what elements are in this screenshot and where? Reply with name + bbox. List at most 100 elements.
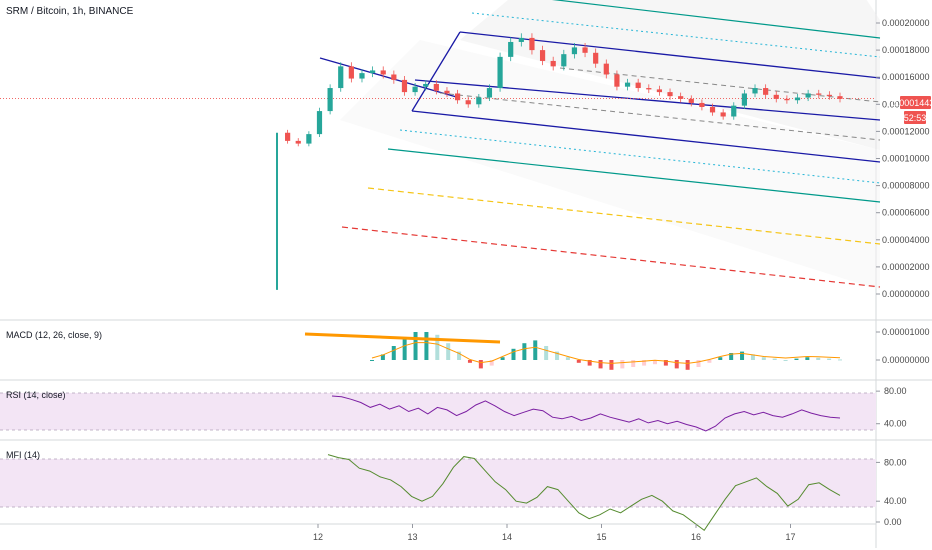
macd-histogram-bar (370, 360, 374, 361)
price-scale-label: 0.00008000 (882, 181, 930, 191)
macd-histogram-bar (457, 351, 462, 360)
candle-body (688, 98, 694, 103)
candle-body (423, 83, 429, 87)
countdown: 52:53 (904, 113, 927, 123)
pitchfork-dotted-lower[interactable] (399, 129, 881, 184)
macd-histogram-bar (555, 351, 560, 360)
candle-body (826, 94, 832, 97)
time-label: 14 (502, 532, 512, 542)
macd-histogram-bar (435, 334, 440, 360)
time-label: 15 (596, 532, 606, 542)
candle-body (784, 98, 790, 101)
candle-body (593, 52, 599, 64)
macd-histogram-bar (631, 360, 636, 367)
macd-histogram-bar (750, 354, 755, 360)
price-scale-label: 0.00010000 (882, 154, 930, 164)
candle-body (603, 63, 609, 75)
macd-histogram-bar (413, 332, 418, 360)
pitchfork-dashed-inner[interactable] (439, 92, 881, 141)
macd-pane[interactable]: 0.00001000 0.00000000 (370, 327, 930, 370)
candle-body (624, 82, 631, 87)
candle-body (306, 134, 312, 144)
mfi-scale-label: 80.00 (884, 457, 907, 467)
price-scale-label: 0.00002000 (882, 262, 930, 272)
chart-title: SRM / Bitcoin, 1h, BINANCE (6, 6, 134, 17)
candle-body (582, 47, 588, 53)
macd-trendline[interactable] (304, 332, 501, 344)
macd-label: MACD (12, 26, close, 9) (6, 330, 102, 340)
macd-histogram-bar (674, 360, 679, 369)
mfi-band (0, 459, 876, 507)
rsi-line (331, 395, 841, 432)
macd-histogram-bar (620, 360, 625, 369)
candle-body (805, 93, 811, 98)
macd-histogram-bar (598, 360, 603, 369)
candle-body (550, 60, 556, 67)
price-scale-label: 0.00020000 (882, 18, 930, 28)
macd-histogram-bar (511, 348, 516, 360)
candle-body (709, 107, 716, 113)
candle-body (380, 70, 386, 75)
pitchfork-dotted-upper[interactable] (471, 12, 881, 58)
candle-body (731, 105, 737, 117)
candle-body (539, 50, 546, 61)
rsi-scale-label: 80.00 (884, 386, 907, 396)
price-scale[interactable]: 0.000200000.000180000.000160000.00014000… (876, 18, 930, 299)
time-label: 12 (313, 532, 323, 542)
candle-body (763, 88, 769, 95)
candle-body (816, 93, 822, 95)
candle-body (837, 96, 843, 99)
macd-histogram-bar (827, 358, 832, 360)
macd-scale-label: 0.00000000 (882, 355, 930, 365)
rsi-band (0, 393, 876, 430)
macd-scale-label: 0.00001000 (882, 327, 930, 337)
time-label: 17 (785, 532, 795, 542)
macd-histogram-bar (544, 346, 549, 360)
macd-histogram-bar (391, 346, 396, 360)
candle-body (401, 79, 408, 93)
macd-histogram-bar (783, 360, 788, 361)
candle-body (391, 74, 397, 80)
candle-body (752, 88, 758, 94)
mfi-pane[interactable]: 80.00 40.00 0.00 (327, 454, 907, 532)
candle-body (476, 97, 482, 105)
macd-histogram-bar (642, 360, 647, 366)
pitchfork-shade (460, 0, 880, 150)
macd-histogram-bar (816, 357, 821, 360)
candle-body (508, 41, 514, 57)
macd-histogram-bar (380, 354, 385, 360)
time-axis[interactable]: 12 13 14 15 16 17 (313, 524, 796, 542)
macd-histogram-bar (729, 353, 734, 360)
candle-body (444, 90, 450, 94)
pitchfork-yellow[interactable] (367, 187, 881, 245)
candle-body (656, 89, 663, 93)
price-scale-label: 0.00018000 (882, 45, 930, 55)
pitchfork-teal-lower[interactable] (387, 148, 881, 203)
pitchfork-handle[interactable] (411, 31, 461, 112)
candle-body (497, 56, 503, 89)
candle-body (370, 70, 376, 74)
pitchfork-median[interactable] (414, 79, 881, 121)
macd-histogram-bar (761, 357, 766, 360)
price-scale-label: 0.00004000 (882, 235, 930, 245)
macd-histogram-bar (565, 357, 570, 360)
macd-histogram-bar (478, 360, 483, 369)
pitchfork-drawing[interactable] (319, 0, 881, 290)
rsi-pane[interactable]: 80.00 40.00 (331, 386, 907, 432)
pitchfork-red[interactable] (341, 226, 881, 288)
macd-histogram-bar (740, 351, 745, 360)
candle-body (667, 92, 673, 97)
macd-histogram-bar (718, 357, 723, 360)
pitchfork-line[interactable] (411, 110, 881, 163)
macd-histogram-bar (446, 343, 451, 360)
pitchfork-shade (340, 40, 880, 290)
macd-histogram-bar (576, 360, 581, 363)
candle-body (433, 83, 439, 91)
candle-body (295, 140, 301, 144)
pitchfork-teal-upper[interactable] (540, 0, 881, 39)
candles-group[interactable] (276, 33, 843, 290)
candle-body (571, 47, 578, 55)
macd-histogram-bar (805, 357, 810, 360)
macd-histogram-bar (402, 337, 407, 360)
